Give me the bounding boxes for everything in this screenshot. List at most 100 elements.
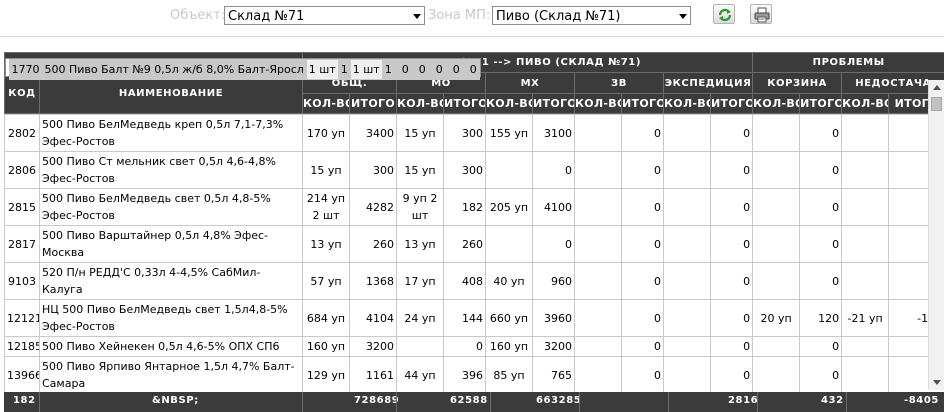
cell-basket-qty: [752, 336, 801, 357]
table-row[interactable]: 12185 500 Пиво Хейнекен 0,5л 4,6-5% ОПХ С…: [4, 336, 944, 357]
cell-total-sum: 4282: [349, 188, 398, 226]
cell-mx-sum: 960: [532, 262, 576, 300]
cell-zv-qty: [574, 225, 623, 263]
table-row[interactable]: 2806 500 Пиво Ст мельник свет 0,5л 4,6-4,…: [4, 151, 944, 189]
cell-mo-sum: 396: [443, 356, 487, 394]
group-header-problems: ПРОБЛЕМЫ: [752, 52, 944, 73]
cell-expedition-qty: [663, 188, 712, 226]
scroll-down-arrow-icon[interactable]: [929, 375, 944, 390]
object-select-value: Склад №71: [228, 9, 305, 24]
subheader-sum[interactable]: ИТОГО: [443, 93, 487, 114]
cell-expedition-sum: 0: [710, 151, 754, 189]
table-row[interactable]: 13966 500 Пиво Ярпиво Янтарное 1,5л 4,7% …: [4, 356, 944, 394]
col-header-expedition[interactable]: ЭКСПЕДИЦИЯ: [663, 72, 754, 94]
subheader-sum[interactable]: ИТОГО: [349, 93, 398, 114]
cell-total-sum: 300: [349, 151, 398, 189]
cell-shortage-qty: [841, 262, 890, 300]
zone-label: Зона МП:: [428, 8, 491, 23]
col-header-basket[interactable]: КОРЗИНА: [752, 72, 843, 94]
cell-total-qty: 1 шт: [305, 59, 339, 80]
table-row[interactable]: 2817 500 Пиво Варштайнер 0,5л 4,8% Эфес-М…: [4, 225, 944, 263]
cell-mo-sum: 1: [381, 59, 395, 80]
cell-mo-qty: 44 уп: [396, 356, 445, 394]
subheader-qty[interactable]: КОЛ-ВО: [663, 93, 712, 114]
subheader-qty[interactable]: КОЛ-ВО: [302, 93, 351, 114]
cell-basket-sum: 0: [799, 356, 843, 394]
table-row[interactable]: 9103 520 П/н РЕДД'С 0,33л 4-4,5% СабМил-К…: [4, 262, 944, 300]
separator: [0, 36, 944, 37]
cell-zv-sum: 0: [621, 299, 665, 337]
cell-basket-qty: [752, 151, 801, 189]
subheader-qty[interactable]: КОЛ-ВО: [574, 93, 623, 114]
cell-basket-sum: 0: [799, 225, 843, 263]
cell-zv-sum: 0: [621, 188, 665, 226]
subheader-sum[interactable]: ИТОГО: [621, 93, 665, 114]
subheader-qty[interactable]: КОЛ-ВО: [396, 93, 445, 114]
cell-mx-sum: 0: [532, 225, 576, 263]
cell-mx-qty: 660 уп: [485, 299, 534, 337]
col-header-zv[interactable]: ЗВ: [574, 72, 665, 94]
subheader-sum[interactable]: ИТОГО: [532, 93, 576, 114]
cell-mx-qty: 205 уп: [485, 188, 534, 226]
cell-mo-sum: 0: [443, 336, 487, 357]
divider: [668, 392, 669, 412]
divider: [846, 392, 847, 412]
divider: [302, 392, 303, 412]
refresh-button[interactable]: [713, 4, 735, 24]
cell-total-qty: 684 уп: [302, 299, 351, 337]
cell-expedition-sum: 0: [710, 225, 754, 263]
cell-total-sum: 3200: [349, 336, 398, 357]
subheader-sum[interactable]: ИТОГО: [710, 93, 754, 114]
cell-mx-sum: 3100: [532, 114, 576, 152]
cell-name: 500 Пиво Хейнекен 0,5л 4,6-5% ОПХ СП6: [38, 336, 304, 357]
cell-name: 500 Пиво Ст мельник свет 0,5л 4,6-4,8% Э…: [38, 151, 304, 189]
cell-zv-qty: [574, 188, 623, 226]
divider: [396, 392, 397, 412]
cell-name: 500 Пиво Варштайнер 0,5л 4,8% Эфес-Москв…: [38, 225, 304, 263]
subheader-qty[interactable]: КОЛ-ВО: [752, 93, 801, 114]
table-row[interactable]: 1770 500 Пиво Балт №9 0,5л ж/б 8,0% Балт-…: [4, 58, 481, 80]
zone-select[interactable]: Пиво (Склад №71): [492, 6, 691, 25]
subheader-qty[interactable]: КОЛ-ВО: [485, 93, 534, 114]
cell-basket-sum: 0: [449, 59, 463, 80]
print-button[interactable]: [750, 4, 772, 24]
subheader-sum[interactable]: ИТОГО: [799, 93, 843, 114]
col-header-shortage[interactable]: НЕДОСТАЧА: [841, 72, 944, 94]
cell-zv-sum: 0: [621, 114, 665, 152]
cell-mx-qty: 40 уп: [485, 262, 534, 300]
cell-code: 2817: [4, 225, 40, 263]
scroll-up-arrow-icon[interactable]: [929, 80, 944, 95]
scroll-thumb[interactable]: [931, 97, 942, 111]
table-row[interactable]: 2802 500 Пиво БелМедведь креп 0,5л 7,1-7,…: [4, 114, 944, 152]
object-label: Объект:: [170, 8, 226, 23]
cell-total-qty: 170 уп: [302, 114, 351, 152]
cell-mx-sum: 3960: [532, 299, 576, 337]
cell-name: НЦ 500 Пиво БелМедведь свет 1,5л4,8-5% Э…: [38, 299, 304, 337]
cell-expedition-qty: [663, 225, 712, 263]
refresh-icon: [718, 8, 732, 22]
cell-mo-sum: 300: [443, 151, 487, 189]
cell-total-qty: 214 уп 2 шт: [302, 188, 351, 226]
cell-mx-sum: 0: [398, 59, 412, 80]
chevron-down-icon: [413, 14, 421, 19]
footer-nbsp: &NBSP;: [152, 395, 199, 406]
cell-total-qty: 13 уп: [302, 225, 351, 263]
col-header-mx[interactable]: МХ: [485, 72, 576, 94]
totals-footer: 182 &NBSP; 728689 62588 663285 2816 432 …: [4, 392, 944, 412]
cell-shortage-qty: [841, 188, 890, 226]
object-select[interactable]: Склад №71: [224, 6, 425, 25]
table-row[interactable]: 12121 НЦ 500 Пиво БелМедведь свет 1,5л4,8…: [4, 299, 944, 337]
cell-mx-sum: 3200: [532, 336, 576, 357]
vertical-scrollbar[interactable]: [928, 80, 944, 390]
divider: [579, 392, 580, 412]
cell-basket-sum: 0: [799, 262, 843, 300]
cell-zv-qty: [574, 114, 623, 152]
cell-mo-qty: 15 уп: [396, 114, 445, 152]
subheader-qty[interactable]: КОЛ-ВО: [841, 93, 890, 114]
cell-mx-qty: 160 уп: [485, 336, 534, 357]
footer-basket-sum: 432: [821, 395, 844, 406]
cell-code: 13966: [4, 356, 40, 394]
cell-mx-qty: [485, 151, 534, 189]
table-row[interactable]: 2815 500 Пиво БелМедведь свет 0,5л 4,8-5%…: [4, 188, 944, 226]
cell-zv-sum: 0: [621, 336, 665, 357]
